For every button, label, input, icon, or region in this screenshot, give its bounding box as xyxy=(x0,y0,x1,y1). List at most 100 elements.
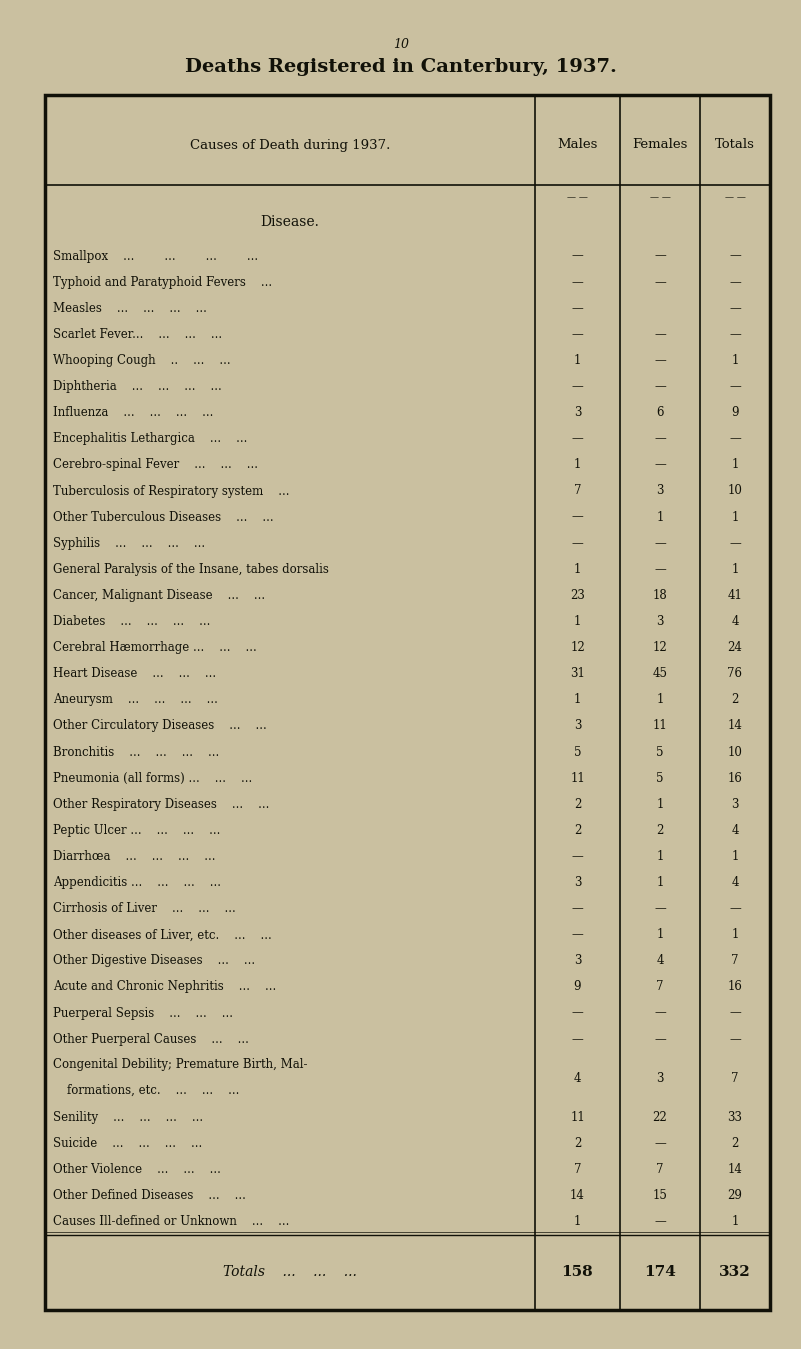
Text: 10: 10 xyxy=(393,38,409,51)
Text: Tuberculosis of Respiratory system    ...: Tuberculosis of Respiratory system ... xyxy=(53,484,289,498)
Text: 33: 33 xyxy=(727,1112,743,1124)
Text: 1: 1 xyxy=(731,928,739,942)
Text: 9: 9 xyxy=(574,981,582,993)
Text: Syphilis    ...    ...    ...    ...: Syphilis ... ... ... ... xyxy=(53,537,205,549)
Text: formations, etc.    ...    ...    ...: formations, etc. ... ... ... xyxy=(67,1083,239,1097)
Text: Whooping Cough    ..    ...    ...: Whooping Cough .. ... ... xyxy=(53,353,231,367)
Text: 2: 2 xyxy=(574,1137,582,1151)
Text: 1: 1 xyxy=(656,693,664,707)
Text: 3: 3 xyxy=(574,719,582,733)
Text: 5: 5 xyxy=(574,746,582,758)
Text: 22: 22 xyxy=(653,1112,667,1124)
Text: Other Respiratory Diseases    ...    ...: Other Respiratory Diseases ... ... xyxy=(53,797,269,811)
Text: Cirrhosis of Liver    ...    ...    ...: Cirrhosis of Liver ... ... ... xyxy=(53,902,235,915)
Text: —: — xyxy=(654,353,666,367)
Text: —: — xyxy=(654,380,666,393)
Text: —: — xyxy=(572,432,583,445)
Text: 9: 9 xyxy=(731,406,739,420)
Text: 7: 7 xyxy=(574,1163,582,1176)
Text: 1: 1 xyxy=(574,353,582,367)
Text: 4: 4 xyxy=(731,876,739,889)
Text: —: — xyxy=(572,302,583,314)
Text: —: — xyxy=(654,328,666,341)
Text: 11: 11 xyxy=(570,772,585,785)
Text: Smallpox    ...        ...        ...        ...: Smallpox ... ... ... ... xyxy=(53,250,258,263)
Text: 7: 7 xyxy=(574,484,582,498)
Text: Heart Disease    ...    ...    ...: Heart Disease ... ... ... xyxy=(53,668,216,680)
Text: —: — xyxy=(654,1006,666,1020)
Text: —: — xyxy=(729,302,741,314)
Text: Disease.: Disease. xyxy=(260,214,320,229)
Text: — —: — — xyxy=(725,193,746,202)
Text: Cancer, Malignant Disease    ...    ...: Cancer, Malignant Disease ... ... xyxy=(53,590,265,602)
Text: —: — xyxy=(572,511,583,523)
Text: 14: 14 xyxy=(727,719,743,733)
Text: Diarrhœa    ...    ...    ...    ...: Diarrhœa ... ... ... ... xyxy=(53,850,215,863)
Text: 5: 5 xyxy=(656,746,664,758)
Text: 4: 4 xyxy=(656,954,664,967)
Text: Cerebral Hæmorrhage ...    ...    ...: Cerebral Hæmorrhage ... ... ... xyxy=(53,641,257,654)
Text: —: — xyxy=(572,928,583,942)
Text: —: — xyxy=(572,902,583,915)
Text: 16: 16 xyxy=(727,981,743,993)
Text: 1: 1 xyxy=(731,511,739,523)
Text: 76: 76 xyxy=(727,668,743,680)
Text: Other Digestive Diseases    ...    ...: Other Digestive Diseases ... ... xyxy=(53,954,256,967)
Text: Causes Ill-defined or Unknown    ...    ...: Causes Ill-defined or Unknown ... ... xyxy=(53,1215,289,1229)
Text: 7: 7 xyxy=(656,1163,664,1176)
Text: —: — xyxy=(572,275,583,289)
Text: 24: 24 xyxy=(727,641,743,654)
Text: Deaths Registered in Canterbury, 1937.: Deaths Registered in Canterbury, 1937. xyxy=(185,58,617,76)
Text: 1: 1 xyxy=(731,563,739,576)
Text: 1: 1 xyxy=(574,615,582,629)
Text: —: — xyxy=(729,250,741,263)
Text: Appendicitis ...    ...    ...    ...: Appendicitis ... ... ... ... xyxy=(53,876,221,889)
Text: —: — xyxy=(572,537,583,549)
Text: 3: 3 xyxy=(656,1072,664,1085)
Text: —: — xyxy=(654,250,666,263)
Text: 2: 2 xyxy=(574,824,582,836)
Text: —: — xyxy=(654,537,666,549)
Text: 14: 14 xyxy=(727,1163,743,1176)
Text: Scarlet Fever...    ...    ...    ...: Scarlet Fever... ... ... ... xyxy=(53,328,222,341)
Text: —: — xyxy=(729,328,741,341)
Text: Influenza    ...    ...    ...    ...: Influenza ... ... ... ... xyxy=(53,406,213,420)
Text: Aneurysm    ...    ...    ...    ...: Aneurysm ... ... ... ... xyxy=(53,693,218,707)
Text: 1: 1 xyxy=(574,563,582,576)
Text: —: — xyxy=(654,1033,666,1045)
Text: —: — xyxy=(572,328,583,341)
Text: 31: 31 xyxy=(570,668,585,680)
Text: —: — xyxy=(729,380,741,393)
Text: Causes of Death during 1937.: Causes of Death during 1937. xyxy=(190,139,390,151)
Text: Totals: Totals xyxy=(715,139,755,151)
Text: 41: 41 xyxy=(727,590,743,602)
Text: —: — xyxy=(729,537,741,549)
Text: Other Circulatory Diseases    ...    ...: Other Circulatory Diseases ... ... xyxy=(53,719,267,733)
Text: 15: 15 xyxy=(653,1190,667,1202)
Text: 10: 10 xyxy=(727,746,743,758)
Text: 10: 10 xyxy=(727,484,743,498)
Text: —: — xyxy=(572,380,583,393)
Text: Males: Males xyxy=(557,139,598,151)
Text: 4: 4 xyxy=(731,615,739,629)
Text: Encephalitis Lethargica    ...    ...: Encephalitis Lethargica ... ... xyxy=(53,432,248,445)
Text: —: — xyxy=(572,850,583,863)
Text: Bronchitis    ...    ...    ...    ...: Bronchitis ... ... ... ... xyxy=(53,746,219,758)
Text: 18: 18 xyxy=(653,590,667,602)
Text: Puerperal Sepsis    ...    ...    ...: Puerperal Sepsis ... ... ... xyxy=(53,1006,233,1020)
Text: —: — xyxy=(654,459,666,471)
Text: Other Defined Diseases    ...    ...: Other Defined Diseases ... ... xyxy=(53,1190,246,1202)
Text: —: — xyxy=(654,1137,666,1151)
Text: 5: 5 xyxy=(656,772,664,785)
Text: Cerebro-spinal Fever    ...    ...    ...: Cerebro-spinal Fever ... ... ... xyxy=(53,459,258,471)
Text: —: — xyxy=(654,563,666,576)
Text: 7: 7 xyxy=(731,954,739,967)
Text: 3: 3 xyxy=(731,797,739,811)
Text: —: — xyxy=(729,902,741,915)
Text: Diphtheria    ...    ...    ...    ...: Diphtheria ... ... ... ... xyxy=(53,380,222,393)
Text: 7: 7 xyxy=(656,981,664,993)
Text: Pneumonia (all forms) ...    ...    ...: Pneumonia (all forms) ... ... ... xyxy=(53,772,252,785)
Text: 1: 1 xyxy=(731,1215,739,1229)
Text: —: — xyxy=(729,1033,741,1045)
Text: 2: 2 xyxy=(574,797,582,811)
